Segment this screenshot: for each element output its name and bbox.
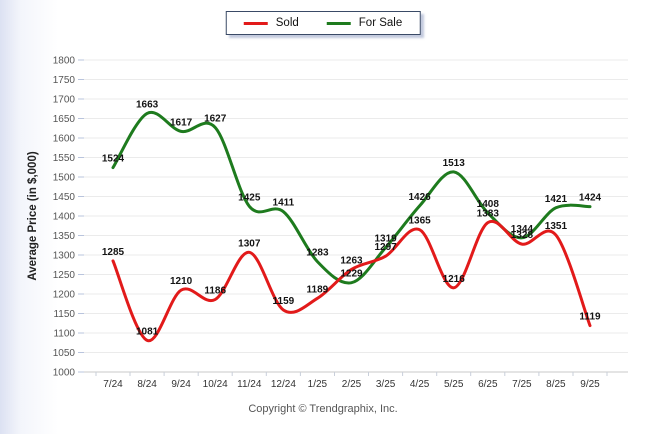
- svg-text:1600: 1600: [53, 134, 76, 145]
- svg-text:1119: 1119: [579, 312, 601, 323]
- axis-ticks: 1000 1050 1100 1150 1200 1250 1300 1350 1400 1450…: [53, 56, 608, 390]
- svg-text:1000: 1000: [53, 368, 76, 379]
- svg-text:1650: 1650: [53, 114, 76, 125]
- svg-text:1524: 1524: [102, 154, 125, 165]
- svg-text:1400: 1400: [53, 212, 76, 223]
- svg-text:1250: 1250: [53, 270, 76, 281]
- svg-text:1344: 1344: [511, 224, 534, 235]
- svg-text:1627: 1627: [204, 114, 227, 125]
- svg-text:1186: 1186: [204, 286, 226, 297]
- y-axis-title: Average Price (in $,000): [27, 151, 39, 281]
- svg-text:1424: 1424: [579, 193, 602, 204]
- svg-text:1307: 1307: [238, 238, 261, 249]
- legend-label-for-sale: For Sale: [358, 17, 403, 29]
- svg-text:1328: 1328: [511, 230, 534, 241]
- svg-text:1663: 1663: [136, 99, 159, 110]
- svg-text:1263: 1263: [340, 255, 363, 266]
- svg-text:7/25: 7/25: [512, 379, 532, 390]
- svg-text:1216: 1216: [443, 274, 466, 285]
- svg-text:1150: 1150: [53, 309, 75, 320]
- svg-text:1/25: 1/25: [308, 379, 328, 390]
- svg-text:4/25: 4/25: [410, 379, 430, 390]
- svg-text:3/25: 3/25: [376, 379, 396, 390]
- sold-line-swatch: [243, 21, 268, 25]
- for-sale-line-swatch: [326, 21, 351, 25]
- svg-text:1550: 1550: [53, 153, 76, 164]
- svg-text:1081: 1081: [136, 326, 159, 337]
- svg-text:1350: 1350: [53, 231, 76, 242]
- series-lines: [111, 110, 592, 342]
- svg-text:12/24: 12/24: [271, 379, 296, 390]
- svg-text:1411: 1411: [273, 198, 295, 209]
- legend-item-for-sale: For Sale: [326, 17, 403, 29]
- svg-text:1383: 1383: [477, 209, 500, 220]
- svg-text:1351: 1351: [545, 221, 568, 232]
- gridlines: [84, 59, 628, 373]
- svg-text:10/24: 10/24: [203, 379, 228, 390]
- svg-text:1189: 1189: [307, 284, 329, 295]
- legend-item-sold: Sold: [243, 17, 299, 29]
- svg-text:8/25: 8/25: [546, 379, 566, 390]
- svg-text:5/25: 5/25: [444, 379, 464, 390]
- svg-text:1300: 1300: [53, 251, 76, 262]
- svg-text:7/24: 7/24: [103, 379, 123, 390]
- svg-text:1297: 1297: [374, 242, 397, 253]
- copyright-text: Copyright © Trendgraphix, Inc.: [248, 403, 398, 415]
- svg-text:1425: 1425: [238, 192, 261, 203]
- svg-text:1200: 1200: [53, 290, 76, 301]
- svg-text:1285: 1285: [102, 247, 125, 258]
- svg-text:11/24: 11/24: [237, 379, 262, 390]
- svg-text:1700: 1700: [53, 95, 76, 106]
- svg-text:1319: 1319: [374, 234, 397, 245]
- svg-text:1513: 1513: [443, 158, 466, 169]
- chart-legend: Sold For Sale: [225, 11, 421, 35]
- svg-text:1408: 1408: [477, 199, 500, 210]
- svg-text:1500: 1500: [53, 173, 76, 184]
- svg-text:1100: 1100: [53, 329, 75, 340]
- svg-text:1750: 1750: [53, 75, 76, 86]
- svg-text:1365: 1365: [408, 216, 431, 227]
- svg-text:8/24: 8/24: [137, 379, 157, 390]
- svg-text:1210: 1210: [170, 276, 193, 287]
- svg-text:1450: 1450: [53, 192, 76, 203]
- svg-text:2/25: 2/25: [342, 379, 362, 390]
- svg-text:6/25: 6/25: [478, 379, 498, 390]
- svg-text:1426: 1426: [408, 192, 431, 203]
- svg-text:9/24: 9/24: [171, 379, 191, 390]
- data-point-labels: 1285 1081 1210 1186 1307 1159 1189 1263 1297 1365…: [102, 99, 602, 337]
- svg-text:1050: 1050: [53, 348, 76, 359]
- legend-label-sold: Sold: [275, 17, 299, 29]
- svg-text:1283: 1283: [306, 248, 329, 259]
- svg-text:1159: 1159: [273, 296, 295, 307]
- svg-text:1617: 1617: [170, 117, 193, 128]
- svg-text:1421: 1421: [545, 194, 568, 205]
- svg-text:1800: 1800: [53, 56, 76, 67]
- svg-text:9/25: 9/25: [580, 379, 600, 390]
- svg-text:1229: 1229: [340, 269, 363, 280]
